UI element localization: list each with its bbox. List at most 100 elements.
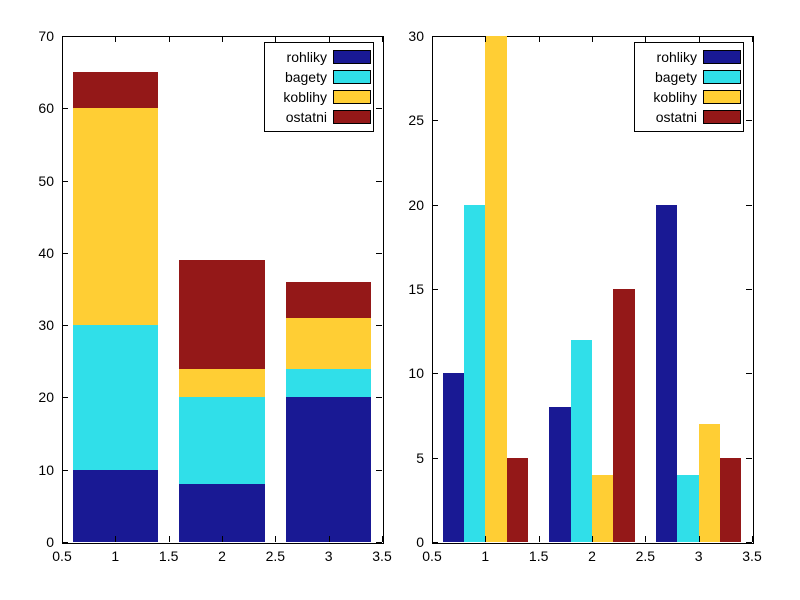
right-chart-ytick bbox=[746, 458, 752, 459]
right-chart-ytick bbox=[746, 542, 752, 543]
right-chart-bar bbox=[613, 289, 634, 542]
right-chart-bar bbox=[699, 424, 720, 542]
left-chart-xtick-label: 1.5 bbox=[159, 548, 178, 564]
left-chart-xtick bbox=[329, 536, 330, 542]
right-chart-xtick bbox=[645, 536, 646, 542]
right-chart-legend-row: koblihy bbox=[639, 87, 741, 107]
right-chart-ytick-label: 20 bbox=[388, 197, 424, 213]
left-chart-ytick bbox=[376, 108, 382, 109]
left-chart-bar bbox=[286, 318, 371, 369]
left-chart-ytick-label: 20 bbox=[18, 389, 54, 405]
right-chart-xtick bbox=[485, 536, 486, 542]
right-chart-ytick bbox=[746, 373, 752, 374]
right-chart-bar bbox=[720, 458, 741, 542]
left-chart-xtick bbox=[169, 536, 170, 542]
left-chart-bar bbox=[179, 484, 264, 542]
right-chart-xtick-label: 3.5 bbox=[742, 548, 761, 564]
right-chart-xtick-label: 1.5 bbox=[529, 548, 548, 564]
left-chart-ytick bbox=[62, 253, 68, 254]
right-chart-ytick bbox=[746, 120, 752, 121]
left-chart-bar bbox=[73, 470, 158, 542]
right-chart-xtick bbox=[592, 36, 593, 42]
right-chart-bar bbox=[592, 475, 613, 542]
left-chart-legend-row: rohliky bbox=[269, 47, 371, 67]
left-chart-ytick bbox=[62, 397, 68, 398]
right-chart-legend: rohliky bagety koblihy ostatni bbox=[634, 42, 744, 132]
left-chart-ytick-label: 70 bbox=[18, 28, 54, 44]
right-chart-xtick bbox=[752, 36, 753, 42]
left-chart-xtick-label: 3 bbox=[325, 548, 333, 564]
right-chart-xtick-label: 2.5 bbox=[636, 548, 655, 564]
left-chart-xtick bbox=[115, 36, 116, 42]
right-chart-bar bbox=[656, 205, 677, 542]
left-chart-ytick bbox=[62, 470, 68, 471]
right-chart-legend-swatch bbox=[703, 50, 741, 64]
left-chart-ytick-label: 50 bbox=[18, 173, 54, 189]
right-chart-ytick bbox=[432, 458, 438, 459]
right-chart-legend-row: rohliky bbox=[639, 47, 741, 67]
right-chart-legend-label: rohliky bbox=[639, 49, 697, 65]
right-chart-legend-row: ostatni bbox=[639, 107, 741, 127]
left-chart-xtick bbox=[62, 36, 63, 42]
left-chart-ytick-label: 0 bbox=[18, 534, 54, 550]
left-chart-ytick bbox=[376, 397, 382, 398]
left-chart-ytick bbox=[376, 542, 382, 543]
left-chart-legend-row: koblihy bbox=[269, 87, 371, 107]
left-chart-legend-swatch bbox=[333, 70, 371, 84]
left-chart-ytick-label: 30 bbox=[18, 317, 54, 333]
right-chart-legend-swatch bbox=[703, 90, 741, 104]
right-chart-ytick-label: 25 bbox=[388, 112, 424, 128]
right-chart-ytick-label: 10 bbox=[388, 365, 424, 381]
left-chart-legend: rohliky bagety koblihy ostatni bbox=[264, 42, 374, 132]
right-chart-ytick bbox=[746, 289, 752, 290]
right-chart-legend-label: ostatni bbox=[639, 109, 697, 125]
right-chart-xtick bbox=[699, 536, 700, 542]
right-chart-ytick bbox=[432, 120, 438, 121]
right-chart-legend-label: koblihy bbox=[639, 89, 697, 105]
right-chart-xtick-label: 1 bbox=[481, 548, 489, 564]
left-chart-legend-label: koblihy bbox=[269, 89, 327, 105]
left-chart-xtick-label: 0.5 bbox=[52, 548, 71, 564]
left-chart-legend-label: rohliky bbox=[269, 49, 327, 65]
right-chart-xtick-label: 0.5 bbox=[422, 548, 441, 564]
right-chart-bar bbox=[571, 340, 592, 542]
right-chart-bar bbox=[443, 373, 464, 542]
right-chart-legend-row: bagety bbox=[639, 67, 741, 87]
left-chart-xtick-label: 1 bbox=[111, 548, 119, 564]
left-chart-ytick-label: 10 bbox=[18, 462, 54, 478]
left-chart-bar bbox=[179, 369, 264, 398]
left-chart-bar bbox=[73, 72, 158, 108]
left-chart-bar bbox=[286, 369, 371, 398]
right-chart-ytick-label: 15 bbox=[388, 281, 424, 297]
left-chart-xtick bbox=[222, 536, 223, 542]
left-chart-ytick bbox=[376, 470, 382, 471]
left-chart-legend-label: ostatni bbox=[269, 109, 327, 125]
left-chart-xtick-label: 3.5 bbox=[372, 548, 391, 564]
left-chart-legend-label: bagety bbox=[269, 69, 327, 85]
left-chart-xtick bbox=[169, 36, 170, 42]
left-chart-xtick bbox=[382, 536, 383, 542]
left-chart-bar bbox=[73, 325, 158, 470]
right-chart-xtick-label: 2 bbox=[588, 548, 596, 564]
left-chart-ytick bbox=[376, 181, 382, 182]
right-chart-xtick-label: 3 bbox=[695, 548, 703, 564]
left-chart-xtick bbox=[115, 536, 116, 542]
left-chart-xtick bbox=[62, 536, 63, 542]
right-chart-xtick bbox=[539, 36, 540, 42]
left-chart-xtick bbox=[222, 36, 223, 42]
left-chart-ytick bbox=[62, 542, 68, 543]
left-chart-bar bbox=[73, 108, 158, 325]
right-chart-bar bbox=[677, 475, 698, 542]
right-chart-bar bbox=[464, 205, 485, 542]
right-chart-ytick bbox=[432, 542, 438, 543]
right-chart-ytick bbox=[432, 289, 438, 290]
right-chart-ytick-label: 5 bbox=[388, 450, 424, 466]
left-chart-legend-swatch bbox=[333, 90, 371, 104]
right-chart-bar bbox=[485, 36, 506, 542]
right-chart-bar bbox=[507, 458, 528, 542]
left-chart-legend-swatch bbox=[333, 50, 371, 64]
right-chart-xtick bbox=[432, 36, 433, 42]
left-chart-ytick bbox=[62, 325, 68, 326]
left-chart-legend-row: bagety bbox=[269, 67, 371, 87]
right-chart-legend-label: bagety bbox=[639, 69, 697, 85]
